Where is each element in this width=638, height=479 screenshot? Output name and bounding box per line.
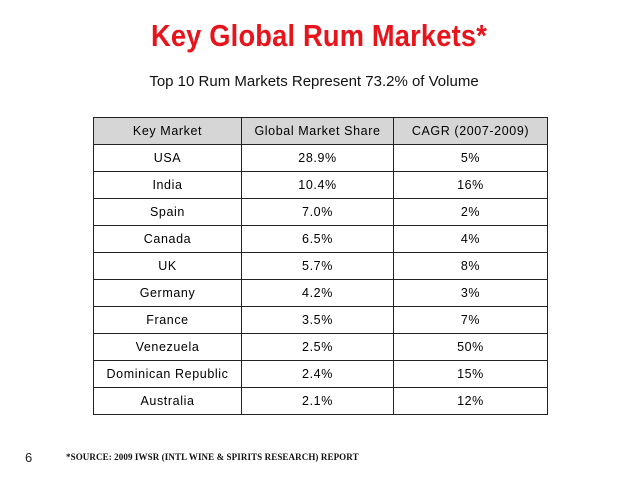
cell-market: USA — [93, 144, 242, 172]
table-row: Venezuela 2.5% 50% — [93, 333, 548, 361]
cell-share: 2.4% — [241, 360, 394, 388]
header-global-market-share: Global Market Share — [241, 117, 394, 145]
cell-cagr: 8% — [393, 252, 548, 280]
subtitle-text: Top 10 Rum Markets Represent 73.2% of Vo… — [149, 73, 479, 90]
table-header-row: Key Market Global Market Share CAGR (200… — [93, 117, 548, 145]
cell-cagr: 2% — [393, 198, 548, 226]
cell-share: 4.2% — [241, 279, 394, 307]
cell-share: 5.7% — [241, 252, 394, 280]
cell-share: 28.9% — [241, 144, 394, 172]
cell-market: Canada — [93, 225, 242, 253]
table-row: Canada 6.5% 4% — [93, 225, 548, 253]
cell-market: Dominican Republic — [93, 360, 242, 388]
cell-market: Venezuela — [93, 333, 242, 361]
cell-market: UK — [93, 252, 242, 280]
cell-cagr: 50% — [393, 333, 548, 361]
cell-cagr: 15% — [393, 360, 548, 388]
source-footnote: *SOURCE: 2009 IWSR (INTL WINE & SPIRITS … — [66, 452, 359, 462]
cell-cagr: 7% — [393, 306, 548, 334]
header-cagr: CAGR (2007-2009) — [393, 117, 548, 145]
cell-cagr: 16% — [393, 171, 548, 199]
cell-share: 2.5% — [241, 333, 394, 361]
slide-title: Key Global Rum Markets* — [150, 18, 488, 53]
page-number: 6 — [25, 450, 33, 465]
table-row: Dominican Republic 2.4% 15% — [93, 360, 548, 388]
cell-cagr: 12% — [393, 387, 548, 415]
cell-cagr: 4% — [393, 225, 548, 253]
cell-share: 7.0% — [241, 198, 394, 226]
table-row: Australia 2.1% 12% — [93, 387, 548, 415]
slide-subtitle: Top 10 Rum Markets Represent 73.2% of Vo… — [0, 73, 638, 90]
table-row: Germany 4.2% 3% — [93, 279, 548, 307]
table-row: USA 28.9% 5% — [93, 144, 548, 172]
cell-share: 6.5% — [241, 225, 394, 253]
cell-share: 2.1% — [241, 387, 394, 415]
cell-share: 3.5% — [241, 306, 394, 334]
table-row: UK 5.7% 8% — [93, 252, 548, 280]
cell-cagr: 5% — [393, 144, 548, 172]
table-row: France 3.5% 7% — [93, 306, 548, 334]
cell-cagr: 3% — [393, 279, 548, 307]
cell-market: Spain — [93, 198, 242, 226]
header-key-market: Key Market — [93, 117, 242, 145]
rum-markets-table: Key Market Global Market Share CAGR (200… — [93, 117, 548, 415]
table-row: Spain 7.0% 2% — [93, 198, 548, 226]
cell-share: 10.4% — [241, 171, 394, 199]
cell-market: Australia — [93, 387, 242, 415]
cell-market: India — [93, 171, 242, 199]
cell-market: France — [93, 306, 242, 334]
table-row: India 10.4% 16% — [93, 171, 548, 199]
cell-market: Germany — [93, 279, 242, 307]
